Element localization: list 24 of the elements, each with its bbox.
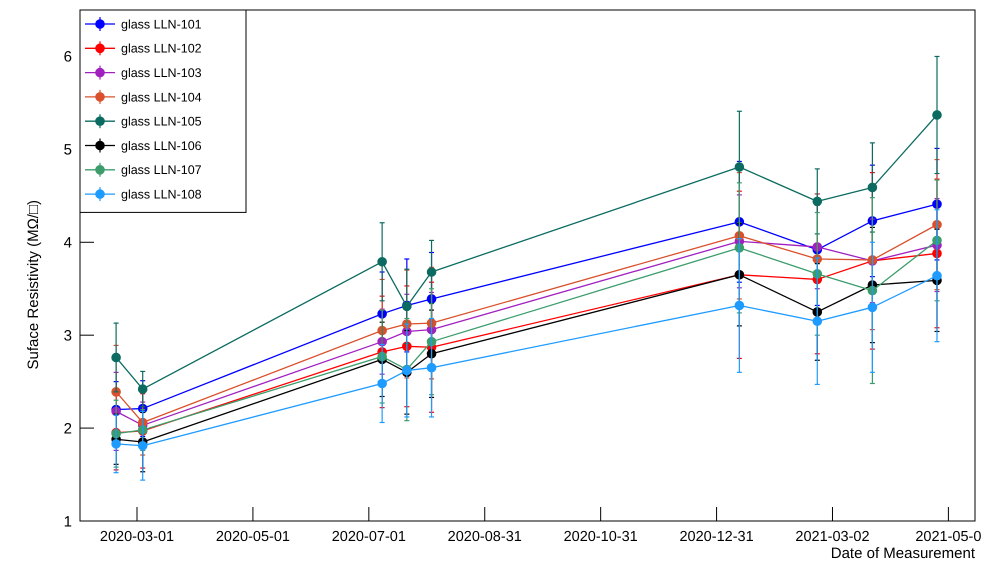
y-tick-label: 5 <box>64 142 72 159</box>
legend-label: glass LLN-104 <box>121 90 202 104</box>
x-tick-label: 2020-10-31 <box>564 529 638 545</box>
x-axis-title: Date of Measurement <box>830 545 976 562</box>
x-tick-label: 2020-03-01 <box>100 529 174 545</box>
legend-label: glass LLN-101 <box>121 17 202 32</box>
x-tick-label: 2020-12-31 <box>679 529 754 545</box>
y-tick-label: 2 <box>64 420 72 438</box>
x-tick-label: 2020-08-31 <box>448 529 522 545</box>
legend-label: glass LLN-107 <box>121 163 202 178</box>
legend-label: glass LLN-105 <box>121 114 202 129</box>
legend-label: glass LLN-102 <box>121 42 202 56</box>
y-axis-title: Suface Resistivity (MΩ/□) <box>25 200 42 370</box>
y-tick-label: 3 <box>64 327 72 344</box>
x-tick-label: 2020-07-01 <box>332 529 406 545</box>
y-tick-label: 6 <box>64 48 72 66</box>
x-tick-label: 2021-03-02 <box>795 529 870 545</box>
y-tick-label: 4 <box>64 234 72 252</box>
x-tick-label: 2021-05-0 <box>915 529 982 545</box>
legend-label: glass LLN-106 <box>121 138 202 153</box>
legend-label: glass LLN-103 <box>121 66 202 80</box>
legend-label: glass LLN-108 <box>121 187 202 202</box>
y-tick-label: 1 <box>64 513 72 530</box>
x-tick-label: 2020-05-01 <box>216 529 290 545</box>
